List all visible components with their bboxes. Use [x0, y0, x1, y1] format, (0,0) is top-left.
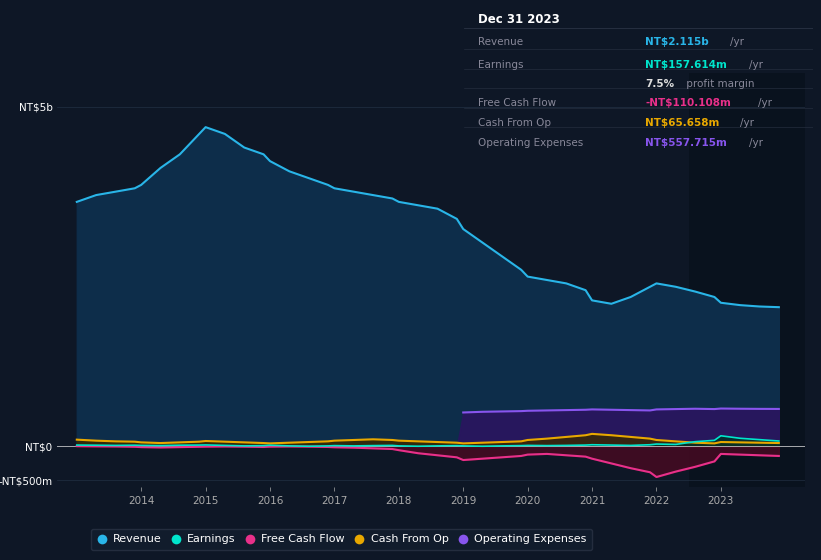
Text: /yr: /yr	[749, 60, 763, 70]
Text: NT$557.715m: NT$557.715m	[645, 138, 727, 148]
Text: profit margin: profit margin	[683, 79, 754, 89]
Text: Earnings: Earnings	[478, 60, 523, 70]
Text: /yr: /yr	[730, 37, 744, 47]
Legend: Revenue, Earnings, Free Cash Flow, Cash From Op, Operating Expenses: Revenue, Earnings, Free Cash Flow, Cash …	[91, 529, 592, 550]
Text: NT$65.658m: NT$65.658m	[645, 118, 720, 128]
Text: Free Cash Flow: Free Cash Flow	[478, 99, 556, 109]
Text: Cash From Op: Cash From Op	[478, 118, 551, 128]
Text: /yr: /yr	[759, 99, 773, 109]
Text: -NT$110.108m: -NT$110.108m	[645, 99, 732, 109]
Text: NT$2.115b: NT$2.115b	[645, 37, 709, 47]
Text: /yr: /yr	[740, 118, 754, 128]
Text: NT$157.614m: NT$157.614m	[645, 60, 727, 70]
Text: 7.5%: 7.5%	[645, 79, 674, 89]
Text: Dec 31 2023: Dec 31 2023	[478, 13, 560, 26]
Text: Operating Expenses: Operating Expenses	[478, 138, 583, 148]
Bar	[689, 73, 805, 487]
Text: /yr: /yr	[749, 138, 763, 148]
Text: Revenue: Revenue	[478, 37, 523, 47]
